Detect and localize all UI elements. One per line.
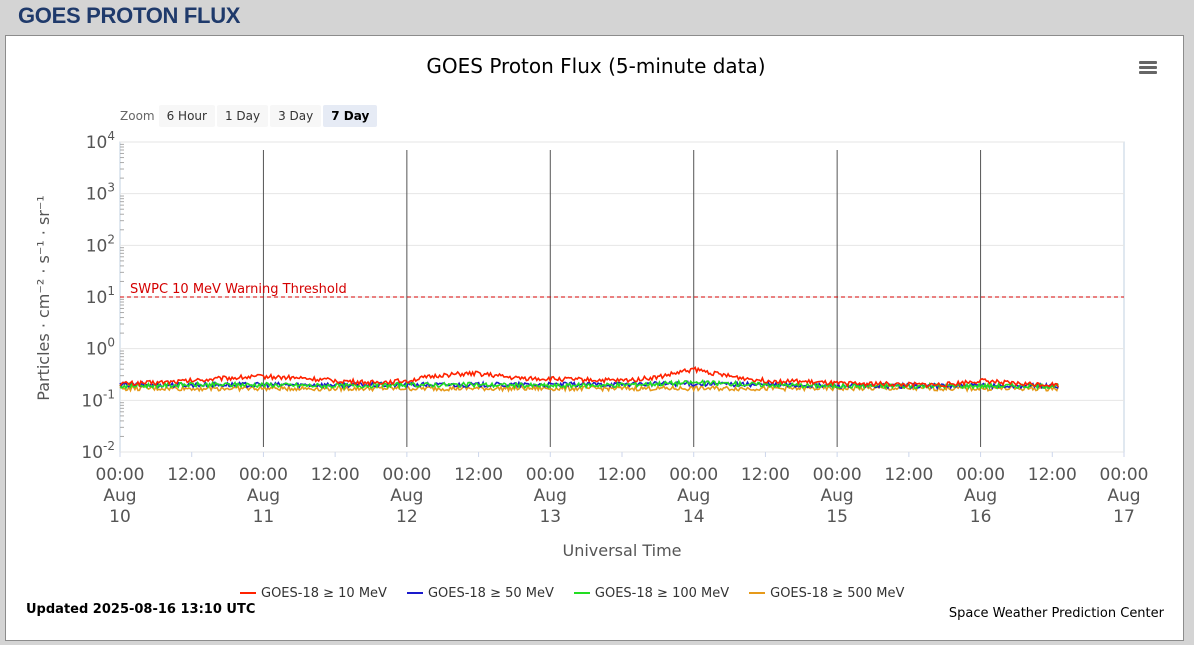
x-tick-label: 00:00 (956, 465, 1005, 485)
legend-item[interactable]: GOES-18 ≥ 500 MeV (749, 586, 904, 601)
x-tick-label: Aug (1107, 486, 1140, 506)
legend-item[interactable]: GOES-18 ≥ 100 MeV (573, 585, 730, 601)
hamburger-menu-icon[interactable] (1139, 59, 1157, 77)
x-tick-label: Aug (247, 486, 280, 506)
x-tick-label: Aug (103, 486, 136, 506)
zoom-7-day-button[interactable]: 7 Day (323, 105, 378, 127)
page-header: GOES PROTON FLUX (0, 0, 1194, 34)
y-tick-label: 103 (86, 181, 115, 205)
zoom-bar: Zoom 6 Hour 1 Day 3 Day 7 Day (120, 104, 379, 128)
x-tick-label: 15 (826, 507, 848, 527)
chart-panel: GOES Proton Flux (5-minute data) 10-2 10-… (5, 35, 1184, 641)
legend-label: GOES-18 ≥ 10 MeV (261, 585, 387, 601)
x-tick-label: 00:00 (669, 465, 718, 485)
x-tick-label: Aug (534, 486, 567, 506)
x-tick-label: 00:00 (813, 465, 862, 485)
x-tick-label: 17 (1113, 507, 1135, 527)
page-title: GOES PROTON FLUX (18, 3, 241, 28)
x-tick-label: Aug (677, 486, 710, 506)
zoom-1-day-button[interactable]: 1 Day (216, 105, 269, 127)
legend-swatch (749, 592, 766, 594)
y-tick-label: 102 (86, 232, 115, 256)
x-tick-label: 00:00 (1100, 465, 1149, 485)
x-tick-label: 14 (683, 507, 705, 527)
x-tick-label: 00:00 (239, 465, 288, 485)
x-tick-label: 12 (396, 507, 418, 527)
x-tick-label: 11 (253, 507, 275, 527)
zoom-label: Zoom (120, 109, 155, 123)
x-tick-label: Aug (390, 486, 423, 506)
x-tick-label: 10 (109, 507, 131, 527)
x-tick-label: 00:00 (526, 465, 575, 485)
legend-item[interactable]: GOES-18 ≥ 50 MeV (406, 585, 554, 601)
credit-text: Space Weather Prediction Center (948, 606, 1164, 621)
y-tick-label: 10-2 (81, 439, 115, 463)
y-tick-label: 100 (86, 336, 115, 360)
x-tick-label: 12:00 (598, 465, 647, 485)
x-tick-label: 12:00 (454, 465, 503, 485)
y-tick-label: 101 (86, 284, 115, 308)
x-tick-label: Aug (821, 486, 854, 506)
x-tick-label: 16 (970, 507, 992, 527)
chart-title: GOES Proton Flux (5-minute data) (426, 54, 765, 78)
x-tick-label: 00:00 (96, 465, 145, 485)
x-tick-label: 00:00 (382, 465, 431, 485)
x-tick-label: 12:00 (741, 465, 790, 485)
proton-flux-chart: GOES Proton Flux (5-minute data) 10-2 10-… (34, 54, 1149, 560)
x-tick-label: 12:00 (884, 465, 933, 485)
legend-label: GOES-18 ≥ 500 MeV (770, 585, 905, 601)
series-line-1 (119, 366, 1060, 388)
legend-swatch (240, 592, 256, 594)
legend-swatch (406, 592, 423, 594)
zoom-6-hour-button[interactable]: 6 Hour (158, 105, 215, 127)
x-tick-label: 12:00 (311, 465, 360, 485)
x-axis-title: Universal Time (562, 541, 681, 560)
x-tick-label: 13 (539, 507, 561, 527)
zoom-3-day-button[interactable]: 3 Day (270, 105, 322, 127)
warning-threshold-label: SWPC 10 MeV Warning Threshold (130, 282, 347, 297)
legend-item[interactable]: GOES-18 ≥ 10 MeV (240, 586, 387, 601)
y-axis-title: Particles · cm⁻² · s⁻¹ · sr⁻¹ (34, 195, 53, 400)
x-tick-label: 12:00 (1028, 465, 1077, 485)
updated-timestamp: Updated 2025-08-16 13:10 UTC (26, 602, 256, 617)
legend-label: GOES-18 ≥ 100 MeV (594, 585, 730, 601)
x-tick-label: Aug (964, 486, 997, 506)
legend-swatch (573, 592, 590, 594)
legend-label: GOES-18 ≥ 50 MeV (427, 585, 554, 601)
x-tick-label: 12:00 (167, 465, 216, 485)
y-tick-label: 10-1 (81, 387, 115, 411)
y-tick-label: 104 (86, 129, 115, 153)
chart-legend: GOES-18 ≥ 10 MeV GOES-18 ≥ 50 MeV GOES-18 … (240, 584, 924, 602)
